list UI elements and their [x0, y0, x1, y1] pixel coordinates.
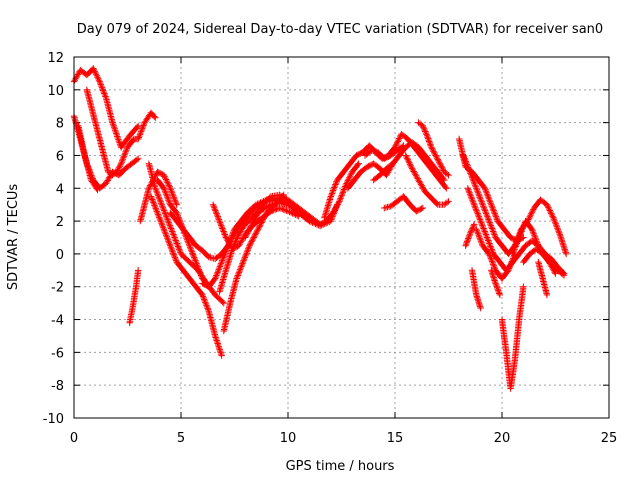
series-markers [75, 122, 101, 194]
series-markers [498, 283, 527, 392]
x-tick-label: 10 [280, 431, 297, 446]
x-tick-label: 20 [494, 431, 511, 446]
series-trace-28 [468, 267, 484, 312]
x-tick-label: 25 [601, 431, 618, 446]
plot-frame [73, 56, 610, 419]
series-trace-15 [242, 191, 324, 241]
y-tick-label: 4 [56, 182, 64, 197]
x-tick-label: 15 [387, 431, 404, 446]
series-markers [361, 142, 407, 162]
series-trace-29 [473, 226, 519, 282]
series-markers [473, 226, 519, 282]
series-markers [147, 193, 225, 359]
series-markers [468, 267, 484, 312]
x-axis-label: GPS time / hours [286, 459, 395, 474]
y-tick-label: -2 [51, 281, 64, 296]
series-trace-8 [147, 193, 225, 359]
series-markers [402, 152, 452, 208]
series-markers [137, 168, 180, 225]
series-trace-14 [220, 191, 287, 335]
series-markers [462, 221, 478, 249]
series-trace-19 [361, 142, 407, 162]
series-trace-23 [415, 119, 452, 179]
series-markers [415, 119, 452, 179]
y-tick-label: -4 [51, 314, 64, 329]
series-markers [316, 160, 362, 228]
series-markers [344, 160, 397, 192]
series-trace-30 [488, 267, 504, 299]
y-tick-label: 10 [47, 84, 64, 99]
y-tick-label: 2 [56, 215, 64, 230]
data-points [70, 65, 570, 392]
series-trace-27 [462, 221, 478, 249]
series-markers [535, 258, 551, 299]
series-trace-33 [520, 245, 559, 277]
series-trace-5 [126, 267, 142, 326]
chart-title: Day 079 of 2024, Sidereal Day-to-day VTE… [77, 22, 603, 37]
series-trace-22 [402, 152, 452, 208]
y-tick-label: 8 [56, 117, 64, 132]
y-tick-label: -10 [43, 412, 64, 427]
series-markers [220, 191, 287, 335]
series-markers [488, 267, 504, 299]
x-tick-label: 5 [177, 431, 185, 446]
axis-ticks: 0 5 10 15 20 25 -10 -8 -6 -4 -2 0 2 4 6 8 10 12 [43, 51, 618, 446]
y-tick-label: 12 [47, 51, 64, 66]
y-axis-label: SDTVAR / TECUs [6, 184, 21, 291]
series-trace-18 [344, 160, 397, 192]
series-trace-34 [535, 258, 551, 299]
series-markers [242, 191, 324, 241]
series-markers [381, 193, 427, 215]
y-tick-label: 6 [56, 149, 64, 164]
series-trace-31 [498, 283, 527, 392]
series-trace-21 [381, 193, 427, 215]
y-tick-label: -6 [51, 346, 64, 361]
y-tick-label: 0 [56, 248, 64, 263]
x-tick-label: 0 [70, 431, 78, 446]
y-tick-label: -8 [51, 379, 64, 394]
series-markers [126, 267, 142, 326]
series-trace-6 [137, 168, 180, 225]
series-trace-20 [370, 139, 448, 184]
series-trace-4 [75, 122, 101, 194]
series-markers [520, 245, 559, 277]
series-trace-16 [316, 160, 362, 228]
series-markers [370, 139, 448, 184]
